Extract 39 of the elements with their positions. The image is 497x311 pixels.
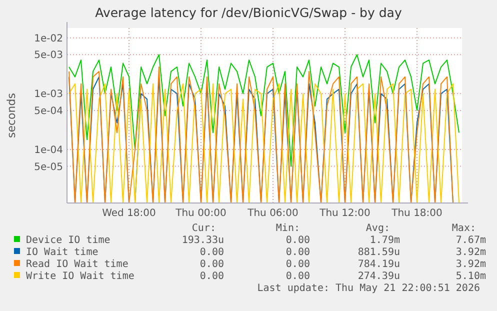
legend-label: Write IO Wait time — [26, 271, 134, 282]
text: 3.92m — [456, 259, 486, 270]
x-tick-label: Thu 12:00 — [318, 208, 370, 219]
line-series — [68, 54, 460, 167]
text: 3.92m — [456, 247, 486, 258]
x-tick-label: Thu 00:00 — [174, 208, 226, 219]
text: Min: — [276, 223, 300, 234]
y-axis-title: seconds — [5, 92, 18, 138]
text: 0.00 — [286, 259, 310, 270]
text: 0.00 — [286, 271, 310, 282]
text: Avg: — [366, 223, 390, 234]
text: 193.33u — [182, 235, 224, 246]
text: Max: — [452, 223, 476, 234]
legend-label: Device IO time — [26, 235, 110, 246]
y-tick-label: 1e-03 — [34, 89, 63, 100]
text: 784.19u — [358, 259, 400, 270]
text: Last update: Thu May 21 22:00:51 2026 — [257, 283, 480, 294]
y-tick-label: 1e-02 — [34, 33, 63, 44]
legend-label: IO Wait time — [26, 247, 98, 258]
text: 7.67m — [456, 235, 486, 246]
text: 0.00 — [200, 247, 224, 258]
text: 0.00 — [286, 247, 310, 258]
x-tick-label: Thu 18:00 — [390, 208, 442, 219]
text: Cur: — [192, 223, 216, 234]
text: 881.59u — [358, 247, 400, 258]
x-tick-label: Wed 18:00 — [102, 208, 156, 219]
text: 274.39u — [358, 271, 400, 282]
y-tick-label: 1e-04 — [34, 144, 63, 156]
chart-title: Average latency for /dev/BionicVG/Swap - by day — [95, 5, 402, 20]
y-tick-label: 5e-03 — [34, 50, 63, 62]
text: 0.00 — [200, 259, 224, 270]
y-tick-label: 5e-04 — [34, 106, 63, 117]
text: 0.00 — [286, 235, 310, 246]
y-tick-label: 5e-05 — [34, 162, 63, 173]
text: 0.00 — [200, 271, 224, 282]
text: 5.10m — [456, 271, 486, 282]
x-tick-label: Thu 06:00 — [246, 208, 298, 219]
legend-label: Read IO Wait time — [26, 259, 128, 270]
text: 1.79m — [370, 235, 400, 246]
